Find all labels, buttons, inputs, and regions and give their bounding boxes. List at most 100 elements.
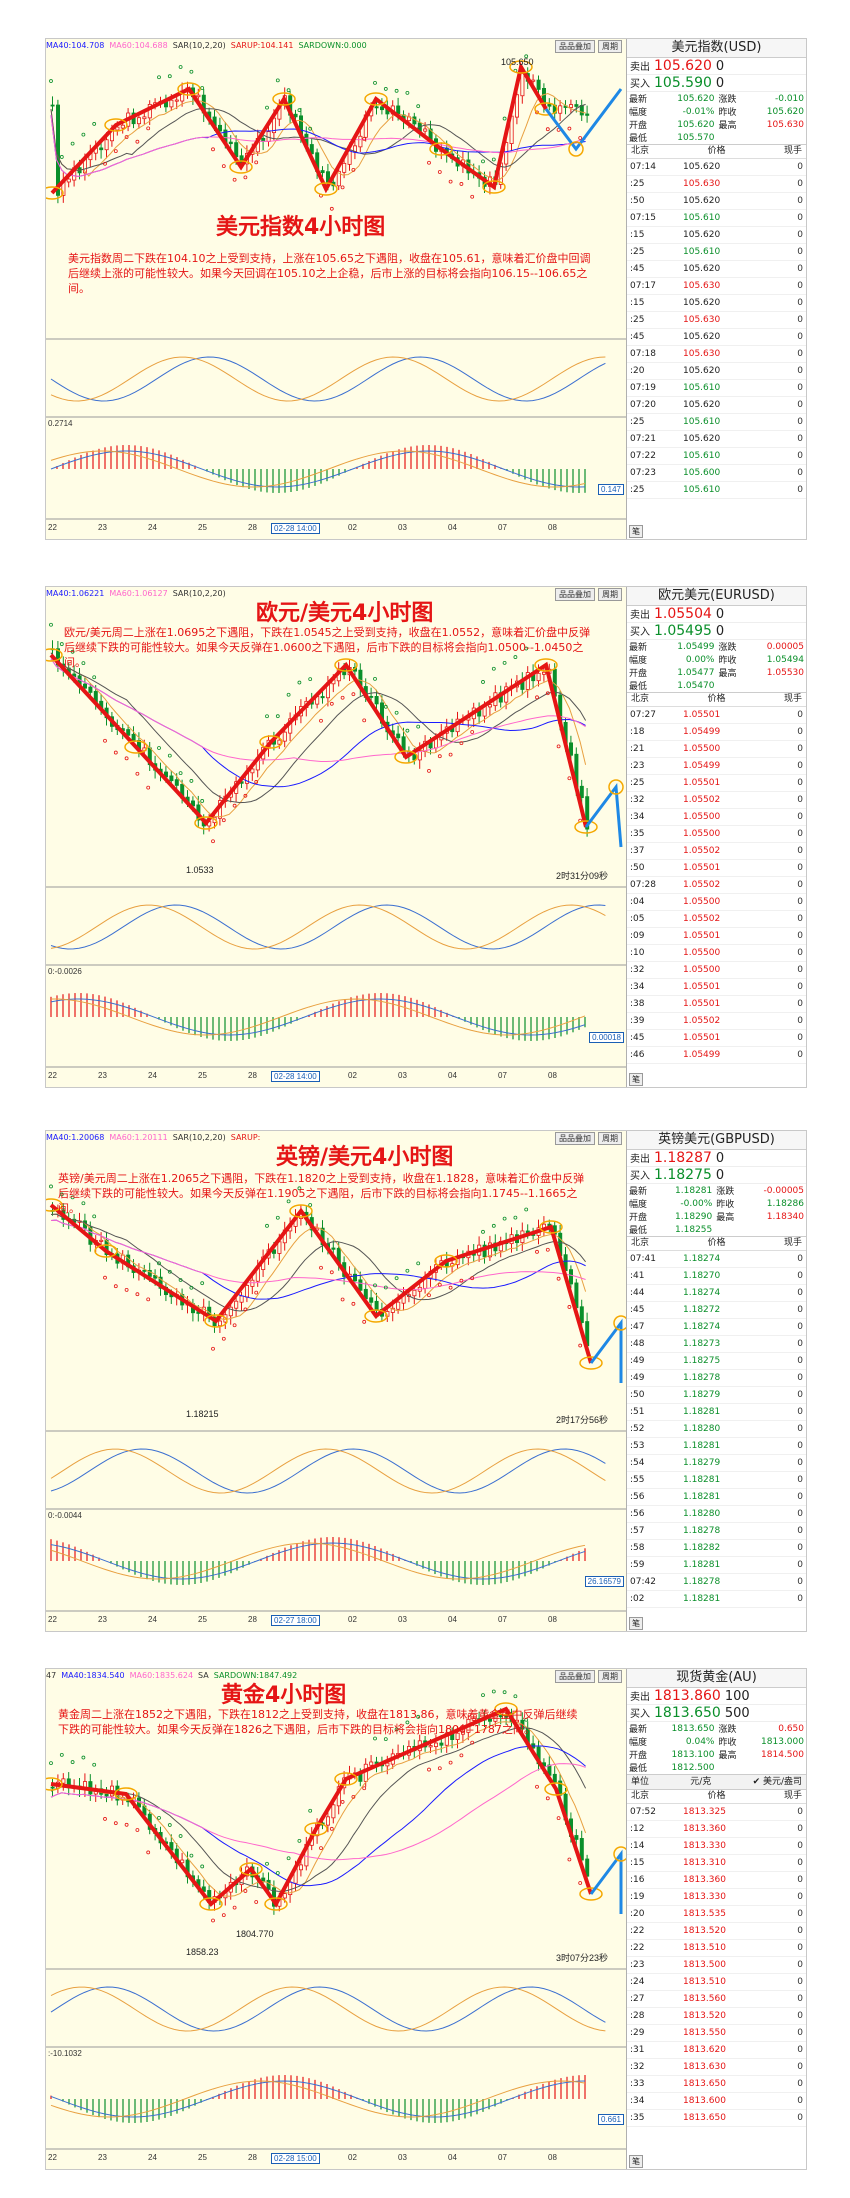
menu-button[interactable]: 周期	[598, 588, 622, 601]
tick-volume: 0	[797, 1288, 803, 1298]
candlestick-svg	[46, 1184, 626, 1612]
instrument-name: 英镑美元(GBPUSD)	[627, 1131, 806, 1150]
tick-row: :05 1.05502 0	[627, 911, 806, 928]
menu-button[interactable]: 品品叠加	[555, 1670, 595, 1683]
sar-dot	[178, 1834, 183, 1838]
buy-label: 买入	[630, 79, 650, 90]
tick-time: :45	[630, 332, 645, 342]
menu-button[interactable]: 品品叠加	[555, 588, 595, 601]
tick-row: 07:52 1813.325 0	[627, 1804, 806, 1821]
candle-body	[217, 124, 222, 132]
tick-volume: 0	[797, 1841, 803, 1851]
x-tick-label: 24	[148, 523, 157, 532]
sar-dot	[394, 710, 399, 715]
price-annotation: 1858.23	[186, 1947, 219, 1957]
stat-cell: 105.620	[677, 119, 715, 130]
tick-volume: 0	[797, 2079, 803, 2089]
pivot-highlight	[194, 816, 218, 830]
tick-time: :02	[630, 1594, 645, 1604]
tick-volume: 0	[797, 332, 803, 342]
candle-body	[331, 1804, 336, 1819]
gold-chart-panel: 47 MA40:1834.540 MA60:1835.624 SA SARDOWN:18…	[45, 1668, 807, 2170]
sell-price-row[interactable]: 卖出 1.18287 0	[627, 1150, 806, 1167]
tick-time: :41	[630, 1271, 645, 1281]
unit-option[interactable]: 单位	[631, 1777, 650, 1787]
buy-price-row[interactable]: 买入 1.18275 0	[627, 1167, 806, 1184]
unit-switch[interactable]: 单位 元/克 ✔ 美元/盎司	[627, 1774, 806, 1789]
candle-body	[417, 750, 422, 761]
x-tick-label: 23	[98, 523, 107, 532]
sar-dot	[308, 126, 313, 131]
candle-body	[369, 1297, 374, 1303]
sar-dot	[405, 728, 410, 733]
sar-dot	[200, 1281, 205, 1286]
sar-dot	[319, 1846, 323, 1851]
buy-price-row[interactable]: 买入 1.05495 0	[627, 623, 806, 640]
tick-time: :25	[630, 417, 645, 427]
pivot-highlight	[579, 1887, 603, 1901]
candle-body	[358, 1279, 363, 1291]
candle-body	[396, 733, 401, 739]
quote-panel: 英镑美元(GBPUSD) 卖出 1.18287 0 买入 1.18275 0 最新 1.1828…	[627, 1131, 806, 1631]
sar-dot	[491, 157, 496, 162]
tick-time: :38	[630, 999, 645, 1009]
oscillator-line	[50, 1448, 606, 1494]
menu-button[interactable]: 品品叠加	[555, 40, 595, 53]
tick-volume: 0	[797, 778, 803, 788]
unit-option[interactable]: 元/克	[690, 1777, 712, 1787]
x-tick-label: 03	[398, 2153, 407, 2162]
menu-button[interactable]: 周期	[598, 1132, 622, 1145]
sheet-tab[interactable]: 笔	[629, 525, 643, 538]
sar-dot	[319, 1265, 323, 1270]
sar-dot	[448, 1760, 453, 1765]
sar-dot	[221, 1336, 226, 1341]
sell-price-row[interactable]: 卖出 1813.860 100	[627, 1688, 806, 1705]
menu-button[interactable]: 品品叠加	[555, 1132, 595, 1145]
tick-price: 1.18281	[683, 1441, 721, 1451]
x-tick-label: 07	[498, 1615, 507, 1624]
tick-volume: 0	[797, 196, 803, 206]
sell-price-row[interactable]: 卖出 105.620 0	[627, 58, 806, 75]
sar-dot	[135, 1828, 140, 1832]
sell-price-row[interactable]: 卖出 1.05504 0	[627, 606, 806, 623]
tick-volume: 0	[797, 1509, 803, 1519]
sar-dot	[535, 695, 539, 700]
candle-body	[514, 94, 519, 118]
sar-dot	[481, 159, 485, 164]
candle-body	[569, 742, 574, 756]
buy-price-row[interactable]: 买入 1813.650 500	[627, 1705, 806, 1722]
candle-body	[282, 731, 287, 742]
tick-column-header: 价格	[707, 1238, 726, 1248]
indicator-value: SAR(10,2,20)	[172, 1133, 226, 1142]
candle-body	[104, 139, 109, 151]
candle-body	[579, 785, 584, 799]
indicator-legend: 47 MA40:1834.540 MA60:1835.624 SA SARDOWN:18…	[46, 1671, 302, 1680]
menu-button[interactable]: 周期	[598, 1670, 622, 1683]
tick-price: 1.18274	[683, 1288, 721, 1298]
pivot-highlight	[124, 740, 148, 754]
candle-body	[250, 768, 255, 774]
tick-volume: 0	[797, 1373, 803, 1383]
indicator-value: MA60:1.06127	[109, 589, 168, 598]
buy-price-row[interactable]: 买入 105.590 0	[627, 75, 806, 92]
tick-row: :41 1.18270 0	[627, 1268, 806, 1285]
sar-dot	[567, 1305, 572, 1309]
pivot-highlight	[434, 1254, 458, 1268]
pivot-highlight	[394, 750, 418, 764]
stat-cell: 昨收	[718, 108, 737, 118]
menu-button[interactable]: 周期	[598, 40, 622, 53]
sell-price: 105.620	[654, 58, 712, 74]
stat-cell	[716, 131, 747, 144]
tick-time: :44	[630, 1288, 645, 1298]
x-tick-label: 02	[348, 1615, 357, 1624]
tick-column-header: 价格	[707, 146, 726, 156]
x-tick-label: 22	[48, 523, 57, 532]
unit-option[interactable]: ✔ 美元/盎司	[752, 1777, 802, 1787]
sheet-tab[interactable]: 笔	[629, 1617, 643, 1630]
tick-time: :51	[630, 1407, 645, 1417]
sar-dot	[481, 680, 485, 684]
sheet-tab[interactable]: 笔	[629, 2155, 643, 2168]
tick-time: :55	[630, 1475, 645, 1485]
sheet-tab[interactable]: 笔	[629, 1073, 643, 1086]
tick-price: 105.620	[683, 230, 721, 240]
